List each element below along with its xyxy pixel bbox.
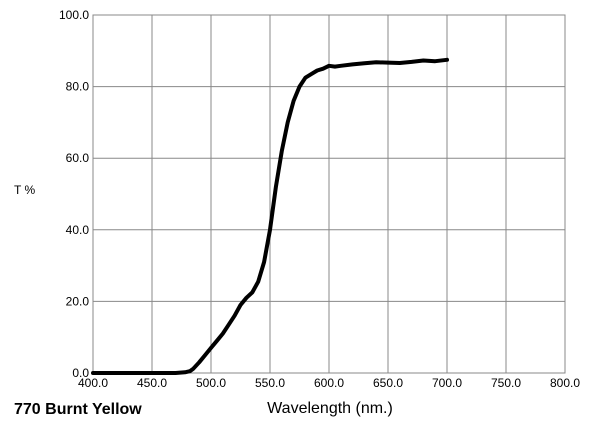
x-tick-label: 500.0 [196, 376, 226, 390]
x-tick-label: 550.0 [255, 376, 285, 390]
y-axis-label: T % [14, 183, 35, 197]
x-tick-label: 450.0 [137, 376, 167, 390]
x-tick-label: 800.0 [550, 376, 580, 390]
y-tick-label: 100.0 [59, 8, 89, 22]
y-tick-label: 60.0 [66, 151, 90, 165]
x-tick-label: 400.0 [78, 376, 108, 390]
tick-labels: 400.0 450.0 500.0 550.0 600.0 650.0 700.0 750.0… [59, 8, 580, 390]
data-series [91, 57, 449, 375]
x-tick-label: 650.0 [373, 376, 403, 390]
y-tick-label: 0.0 [72, 366, 89, 380]
x-tick-label: 600.0 [314, 376, 344, 390]
transmission-curve [91, 57, 449, 375]
y-tick-label: 40.0 [66, 223, 90, 237]
plot-border [92, 14, 566, 374]
x-tick-label: 700.0 [432, 376, 462, 390]
chart-title: 770 Burnt Yellow [14, 401, 142, 418]
y-tick-label: 80.0 [66, 80, 90, 94]
grid-lines [92, 14, 566, 374]
y-tick-label: 20.0 [66, 294, 90, 308]
x-axis-label: Wavelength (nm.) [267, 400, 393, 417]
x-tick-label: 750.0 [491, 376, 521, 390]
